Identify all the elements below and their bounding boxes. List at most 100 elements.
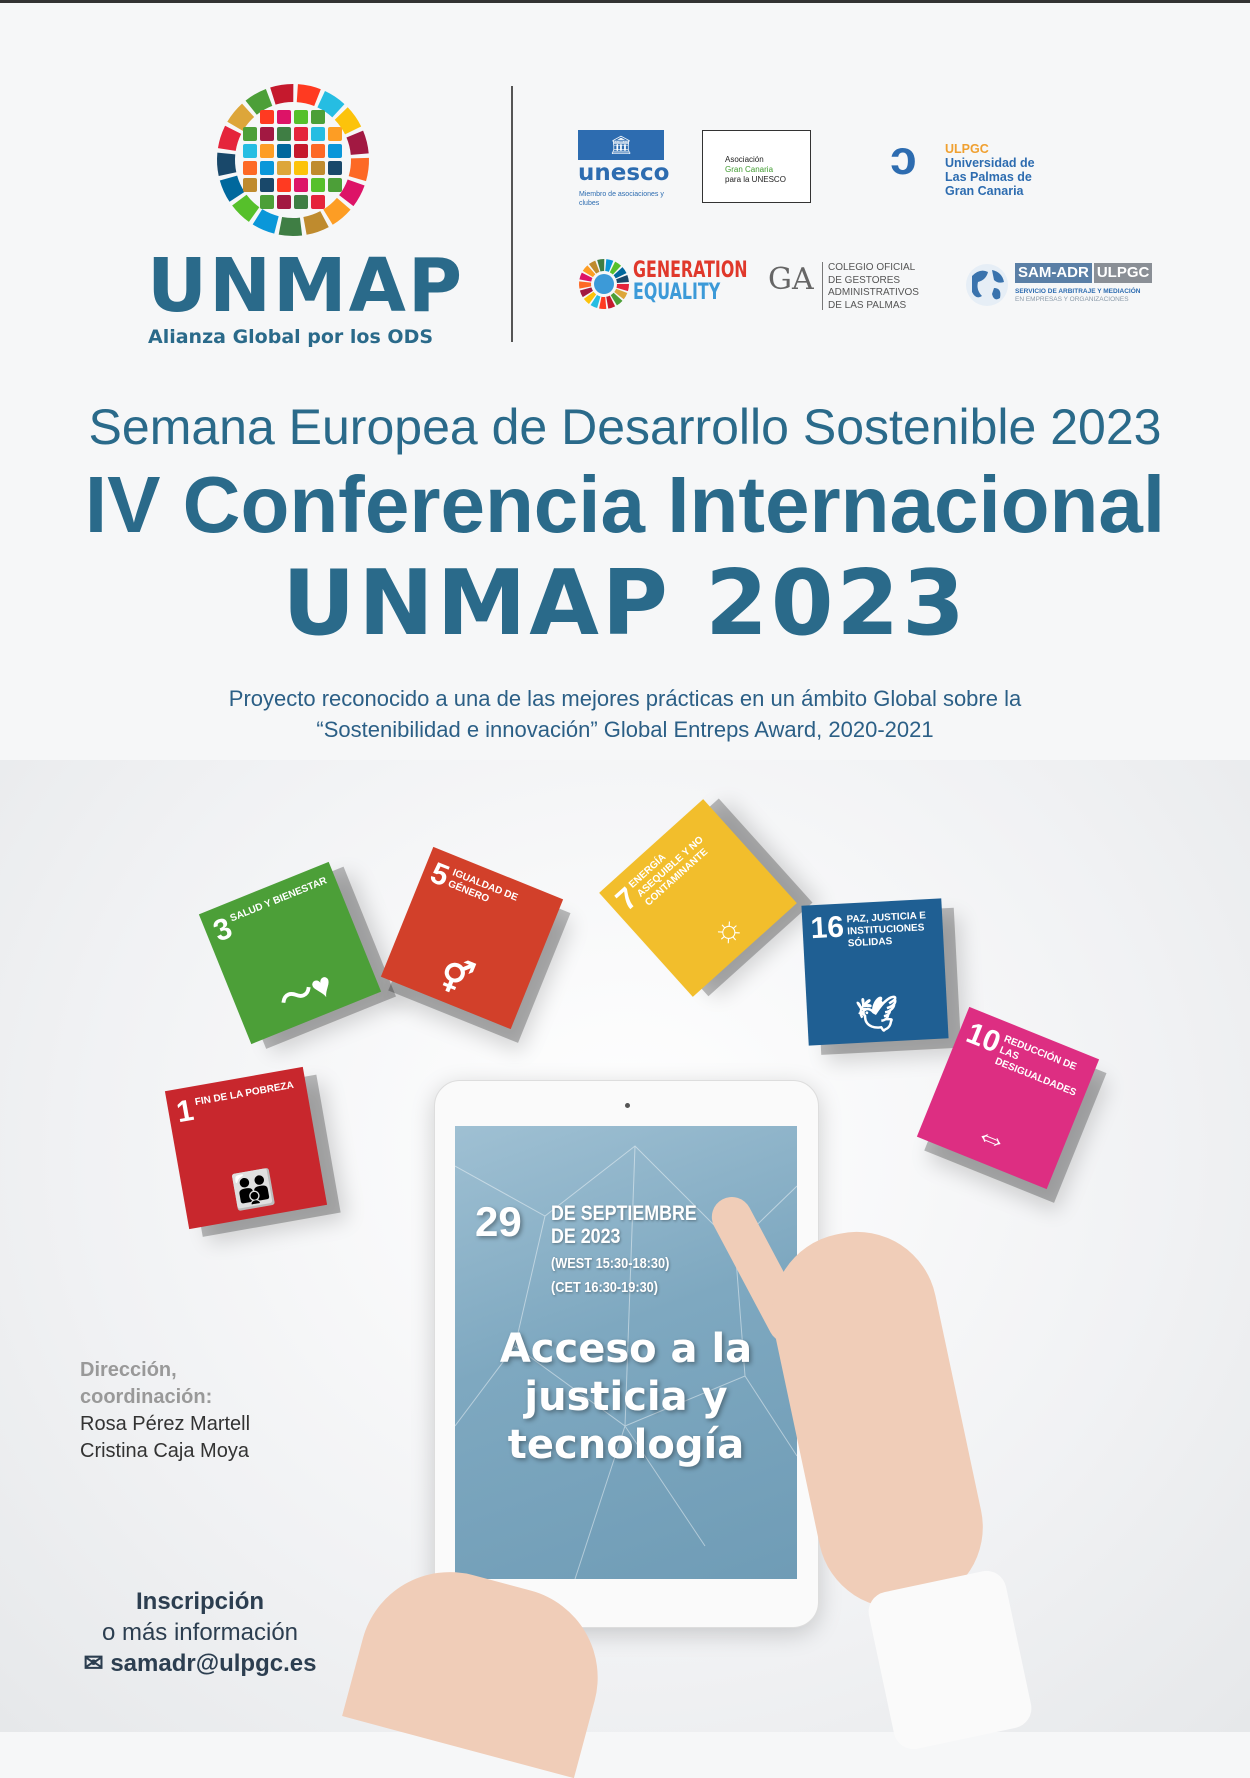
title-line3: UNMAP 2023 xyxy=(282,551,968,656)
logo-tile xyxy=(311,127,325,141)
sdg-cube-16: 16 PAZ, JUSTICIA E INSTITUCIONES SÓLIDAS 🕊 xyxy=(801,898,949,1046)
event-topic: Acceso a la justicia y tecnología xyxy=(455,1325,797,1469)
logo-tile xyxy=(260,144,274,158)
logo-tile xyxy=(294,195,308,209)
logo-tile xyxy=(260,110,274,124)
topic-line1: Acceso a la xyxy=(499,1326,753,1372)
sam-adr-text: SAM-ADR xyxy=(1015,263,1092,283)
logo-tile xyxy=(311,178,325,192)
wheel-segment xyxy=(590,294,601,309)
logo-tile xyxy=(311,161,325,175)
wheel-segment xyxy=(579,287,593,298)
logo-segment xyxy=(217,125,242,151)
colegio-mark: GA xyxy=(768,262,814,297)
colegio-line: DE LAS PALMAS xyxy=(828,299,907,311)
sam-adr-sub: SERVICIO DE ARBITRAJE Y MEDIACIÓN EN EMP… xyxy=(1015,288,1140,304)
ulpgc-logo: ULPGC Universidad de Las Palmas de Gran … xyxy=(945,142,1035,198)
subtitle-line1: Proyecto reconocido a una de las mejores… xyxy=(228,686,1022,711)
sdg-cube-1: 1 FIN DE LA POBREZA 👪 xyxy=(164,1066,328,1230)
logo-segment xyxy=(245,89,273,115)
logo-tile xyxy=(260,178,274,192)
wheel-segment xyxy=(579,272,593,282)
direction-block: Dirección, coordinación: Rosa Pérez Mart… xyxy=(80,1357,250,1465)
logo-segment xyxy=(346,130,369,155)
top-border xyxy=(0,0,1250,3)
logo-tile xyxy=(277,178,291,192)
subtitle-line2: “Sostenibilidad e innovación” Global Ent… xyxy=(316,717,934,742)
logo-segment xyxy=(252,209,279,234)
subtitle: Proyecto reconocido a una de las mejores… xyxy=(0,683,1250,745)
ge-line1: GENERATION xyxy=(633,258,748,283)
colegio-line: COLEGIO OFICIAL xyxy=(828,262,916,273)
logo-tile xyxy=(311,144,325,158)
event-day: 29 xyxy=(475,1198,522,1245)
direction-heading: Dirección, xyxy=(80,1359,177,1381)
unesco-sub: Miembro de asociaciones y clubes xyxy=(579,191,664,207)
wheel-segment xyxy=(605,259,614,272)
logo-tile xyxy=(294,178,308,192)
time-cet: (CET 16:30-19:30) xyxy=(551,1279,659,1296)
wheel-segment xyxy=(614,288,628,300)
topic-line2: justicia y xyxy=(524,1374,728,1420)
logo-tile xyxy=(260,161,274,175)
logo-tile xyxy=(243,161,257,175)
email-link[interactable]: samadr@ulpgc.es xyxy=(110,1650,317,1677)
logo-tile xyxy=(294,161,308,175)
logo-tile xyxy=(294,144,308,158)
logo-tile xyxy=(243,144,257,158)
unesco-temple-icon: 🏛 xyxy=(578,130,664,160)
envelope-icon: ✉ xyxy=(83,1650,111,1677)
logo-tile xyxy=(328,178,342,192)
wheel-segment xyxy=(579,281,592,289)
logo-tile xyxy=(260,195,274,209)
wheel-segment xyxy=(613,267,627,279)
logo-tile xyxy=(328,144,342,158)
wheel-segment xyxy=(609,261,622,275)
logo-segment xyxy=(217,152,237,177)
ulpgc-line2: Las Palmas de xyxy=(945,170,1032,184)
title-line2: IV Conferencia Internacional xyxy=(84,460,1166,549)
event-hours: (WEST 15:30-18:30) (CET 16:30-19:30) xyxy=(551,1252,669,1300)
logo-segment xyxy=(348,157,369,182)
tablet-camera xyxy=(625,1103,630,1108)
ulpgc-line1: Universidad de xyxy=(945,156,1035,170)
ulpgc-line3: Gran Canaria xyxy=(945,184,1024,198)
colegio-line: ADMINISTRATIVOS xyxy=(828,287,919,298)
unmap-tagline: Alianza Global por los ODS xyxy=(148,326,434,348)
month-line2: DE 2023 xyxy=(551,1225,621,1248)
globe-icon xyxy=(966,264,1008,306)
logo-tile xyxy=(328,161,342,175)
logo-tile xyxy=(277,161,291,175)
unmap-globe-logo xyxy=(217,84,369,236)
wheel-segment xyxy=(582,265,596,278)
logo-segment xyxy=(219,175,245,202)
wheel-segment xyxy=(610,292,623,306)
logo-segment xyxy=(278,216,303,236)
registration-block: Inscripción o más información ✉ samadr@u… xyxy=(60,1586,340,1679)
colegio-line: DE GESTORES xyxy=(828,274,901,286)
logo-tile xyxy=(277,110,291,124)
logo-tile xyxy=(311,110,325,124)
sam-ulpgc-text: ULPGC xyxy=(1093,263,1153,283)
wheel-segment xyxy=(606,295,616,309)
network-pattern xyxy=(455,1145,797,1579)
logo-tile xyxy=(260,127,274,141)
cube-label: FIN DE LA POBREZA xyxy=(194,1079,295,1109)
generation-equality-logo: GENERATION EQUALITY xyxy=(633,260,748,304)
director-name: Rosa Pérez Martell xyxy=(80,1413,251,1435)
logo-tile xyxy=(294,127,308,141)
unesco-logo: unesco xyxy=(578,160,670,186)
logo-tile xyxy=(243,178,257,192)
logo-segment xyxy=(270,84,294,105)
logo-tile xyxy=(277,144,291,158)
logo-tile xyxy=(277,195,291,209)
cube-number: 1 xyxy=(174,1093,197,1130)
sam-adr-logo: SAM-ADR ULPGC xyxy=(1015,263,1153,283)
sam-sub1: SERVICIO DE ARBITRAJE Y MEDIACIÓN xyxy=(1015,288,1141,295)
event-month: DE SEPTIEMBRE DE 2023 xyxy=(551,1202,697,1248)
logo-segment xyxy=(296,84,321,107)
wheel-center xyxy=(594,274,614,294)
colegio-divider xyxy=(822,262,823,310)
asoc-line1: Asociación xyxy=(725,155,764,164)
logo-tile xyxy=(311,195,325,209)
